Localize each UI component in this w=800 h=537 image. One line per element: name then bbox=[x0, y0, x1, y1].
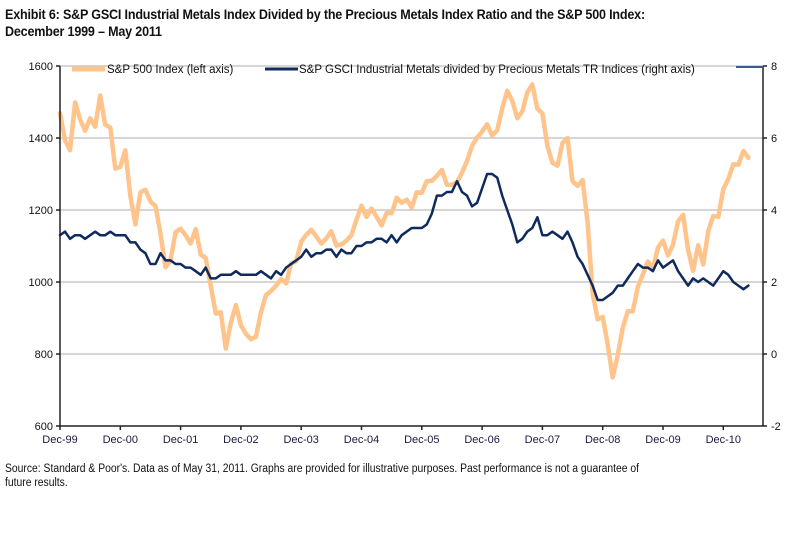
axes: 600 800 1000 1200 1400 1600 -2 0 2 4 6 8 Dec-99 Dec-0… bbox=[29, 61, 781, 446]
right-axis-tick-label: -2 bbox=[771, 421, 781, 433]
left-axis-tick-label: 1200 bbox=[29, 205, 53, 217]
legend: S&P 500 Index (left axis) S&P GSCI Indus… bbox=[72, 64, 763, 76]
x-axis-tick-label: Dec-00 bbox=[103, 434, 138, 446]
x-axis-tick-label: Dec-02 bbox=[223, 434, 258, 446]
x-axis-tick-label: Dec-07 bbox=[525, 434, 560, 446]
x-axis-tick-label: Dec-99 bbox=[42, 434, 77, 446]
series-lines bbox=[57, 82, 751, 380]
series-line-sp500 bbox=[57, 82, 751, 380]
source-line2: future results. bbox=[5, 477, 68, 489]
legend-label-ratio: S&P GSCI Industrial Metals divided by Pr… bbox=[299, 64, 695, 76]
source-note: Source: Standard & Poor's. Data as of Ma… bbox=[5, 462, 725, 490]
x-axis-tick-label: Dec-05 bbox=[404, 434, 439, 446]
chart-title-line1: Exhibit 6: S&P GSCI Industrial Metals In… bbox=[5, 7, 645, 22]
x-axis-tick-label: Dec-01 bbox=[163, 434, 198, 446]
left-axis-tick-label: 1000 bbox=[29, 277, 53, 289]
left-axis-tick-label: 800 bbox=[35, 349, 53, 361]
x-axis-tick-label: Dec-06 bbox=[464, 434, 499, 446]
left-axis-tick-label: 1600 bbox=[29, 61, 53, 73]
left-axis-tick-label: 600 bbox=[35, 421, 53, 433]
x-axis-tick-label: Dec-08 bbox=[585, 434, 620, 446]
source-line1: Source: Standard & Poor's. Data as of Ma… bbox=[5, 463, 640, 475]
x-axis-tick-label: Dec-03 bbox=[283, 434, 318, 446]
right-axis-tick-label: 2 bbox=[771, 277, 777, 289]
left-axis-tick-label: 1400 bbox=[29, 133, 53, 145]
x-axis-tick-label: Dec-09 bbox=[645, 434, 680, 446]
x-axis-tick-label: Dec-04 bbox=[344, 434, 379, 446]
right-axis-tick-label: 0 bbox=[771, 349, 777, 361]
gridlines bbox=[60, 65, 763, 355]
chart-title-line2: December 1999 – May 2011 bbox=[5, 24, 162, 39]
x-axis-tick-label: Dec-10 bbox=[706, 434, 741, 446]
right-axis-tick-label: 8 bbox=[771, 61, 777, 73]
series-line-ratio bbox=[58, 172, 750, 302]
right-axis-tick-label: 6 bbox=[771, 133, 777, 145]
chart-title: Exhibit 6: S&P GSCI Industrial Metals In… bbox=[5, 6, 740, 40]
right-axis-tick-label: 4 bbox=[771, 205, 777, 217]
legend-label-sp500: S&P 500 Index (left axis) bbox=[107, 64, 234, 76]
